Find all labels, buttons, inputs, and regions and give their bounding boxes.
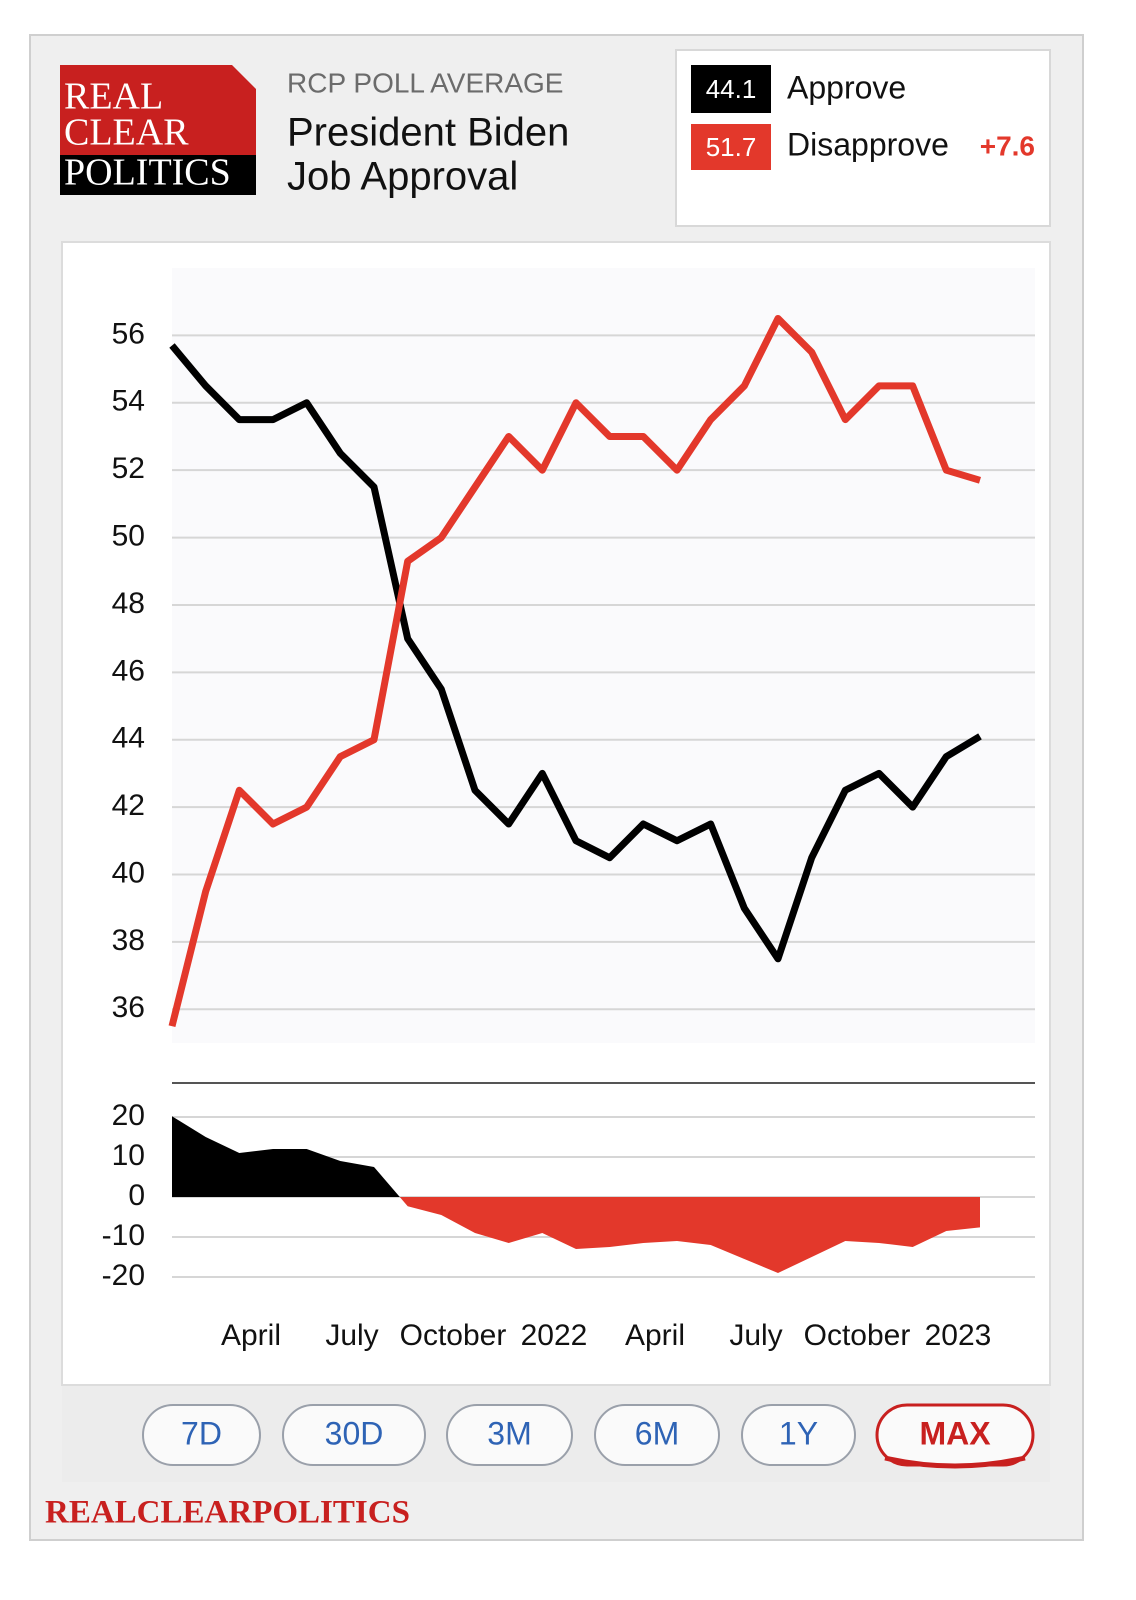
series-line: [168, 315, 982, 1028]
legend-badge: [691, 124, 771, 170]
button-label: MAX: [919, 1415, 991, 1451]
plot-area: [172, 268, 1035, 1043]
legend-badge: [691, 65, 771, 113]
logo-red: [60, 65, 256, 155]
button-shape: [741, 1404, 856, 1466]
legend-value: 44.1: [706, 74, 757, 104]
spread-negative: [172, 1197, 980, 1273]
y-tick-label: 0: [128, 1179, 145, 1212]
y-tick-label: 40: [112, 856, 145, 889]
range-button[interactable]: 1Y: [741, 1404, 856, 1466]
logo-black: [60, 155, 256, 195]
button-label: 1Y: [779, 1415, 818, 1451]
legend-label: Disapprove: [787, 126, 949, 162]
logo-text: POLITICS: [64, 152, 231, 194]
legend-spread: +7.6: [980, 130, 1035, 161]
button-label: 3M: [487, 1415, 531, 1451]
logo-text: REAL: [64, 76, 163, 118]
legend-value: 51.7: [706, 132, 757, 162]
button-label: 7D: [181, 1415, 222, 1451]
x-tick-label: October: [400, 1319, 507, 1352]
kicker: RCP POLL AVERAGE: [287, 67, 564, 98]
button-label: 6M: [635, 1415, 679, 1451]
button-label: 30D: [325, 1415, 384, 1451]
range-button[interactable]: 6M: [594, 1404, 720, 1466]
legend-label: Approve: [787, 69, 906, 105]
y-tick-label: 54: [112, 385, 145, 418]
y-tick-label: 38: [112, 924, 145, 957]
x-tick-label: 2023: [925, 1319, 992, 1352]
x-tick-label: 2022: [521, 1319, 588, 1352]
button-underline: [884, 1455, 1026, 1469]
y-tick-label: -10: [102, 1219, 145, 1252]
y-tick-label: 48: [112, 587, 145, 620]
series-line: [169, 343, 982, 963]
range-button[interactable]: MAX: [875, 1403, 1035, 1469]
y-tick-label: 10: [112, 1139, 145, 1172]
button-shape: [446, 1404, 573, 1466]
range-button[interactable]: 7D: [142, 1404, 261, 1466]
y-tick-label: 56: [112, 317, 145, 350]
x-tick-label: July: [729, 1319, 782, 1352]
x-tick-label: April: [625, 1319, 685, 1352]
x-tick-label: October: [804, 1319, 911, 1352]
button-shape: [594, 1404, 720, 1466]
x-tick-label: April: [221, 1319, 281, 1352]
y-tick-label: -20: [102, 1259, 145, 1292]
y-tick-label: 20: [112, 1099, 145, 1132]
y-tick-label: 46: [112, 654, 145, 687]
footer: REALCLEARPOLITICS: [45, 1495, 410, 1531]
spread-positive: [172, 1116, 980, 1197]
logo-corner: [232, 65, 256, 89]
logo-text: CLEAR: [64, 112, 189, 154]
y-tick-label: 42: [112, 789, 145, 822]
button-shape: [142, 1404, 261, 1466]
y-tick-label: 36: [112, 991, 145, 1024]
title: President Biden: [287, 111, 569, 155]
y-tick-label: 50: [112, 519, 145, 552]
range-button[interactable]: 3M: [446, 1404, 573, 1466]
range-button[interactable]: 30D: [282, 1404, 426, 1466]
x-tick-label: July: [325, 1319, 378, 1352]
y-tick-label: 44: [112, 722, 145, 755]
button-shape: [282, 1404, 426, 1466]
y-tick-label: 52: [112, 452, 145, 485]
title: Job Approval: [287, 155, 518, 199]
